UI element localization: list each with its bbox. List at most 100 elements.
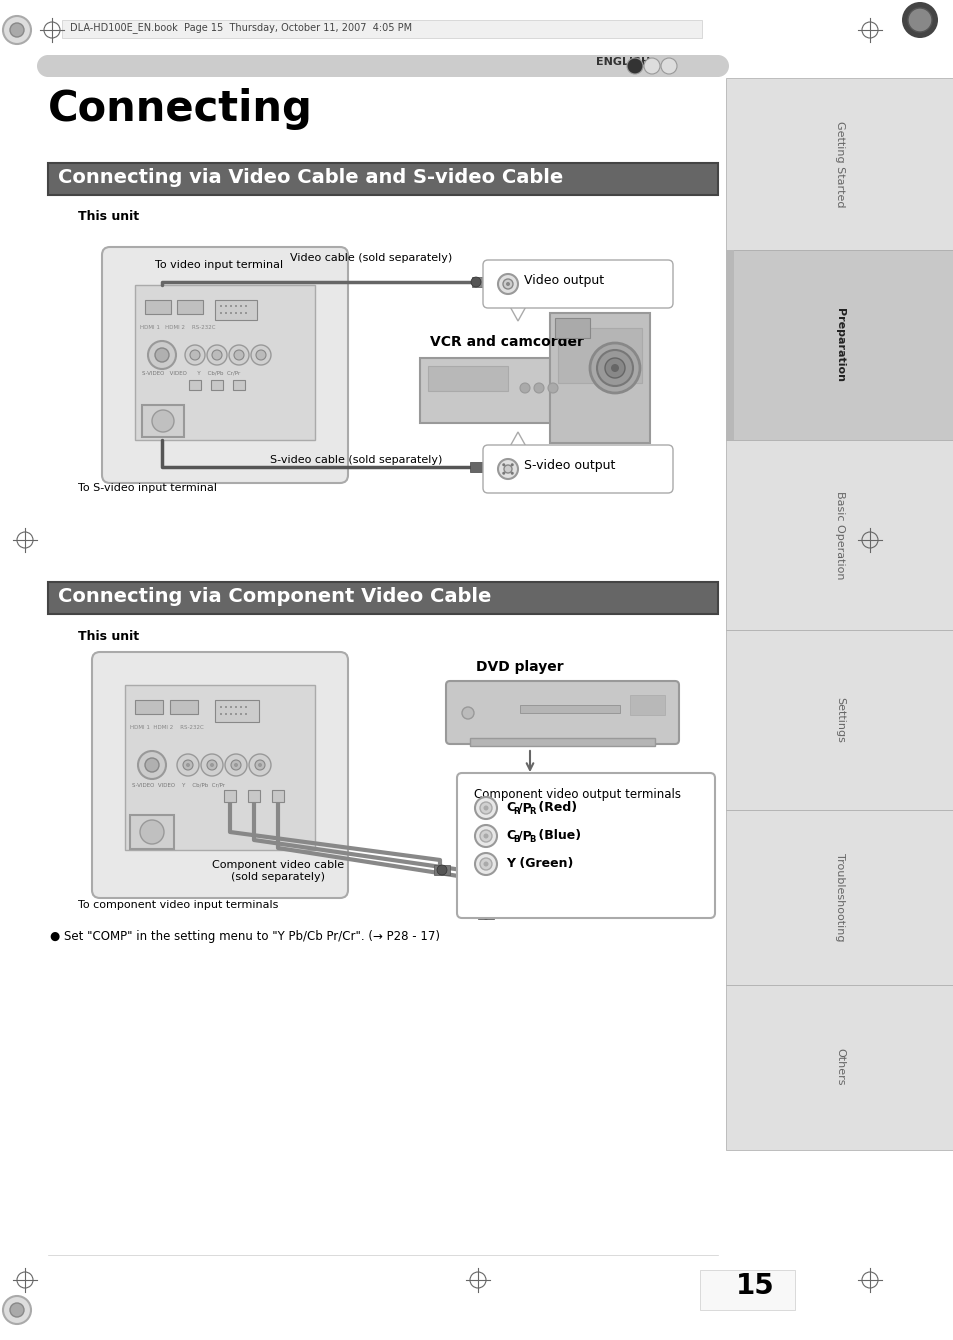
Circle shape	[152, 410, 173, 431]
Bar	[272, 791, 284, 803]
Circle shape	[220, 706, 222, 708]
Bar	[145, 300, 171, 314]
Circle shape	[501, 472, 505, 474]
Text: DVD player: DVD player	[476, 661, 563, 674]
Text: Settings: Settings	[834, 697, 844, 742]
Bar	[725, 440, 953, 630]
Text: B: B	[529, 835, 535, 844]
Circle shape	[231, 760, 241, 770]
Bar	[48, 55, 718, 76]
Circle shape	[230, 713, 232, 716]
Circle shape	[140, 820, 164, 844]
Text: Component video output terminals: Component video output terminals	[474, 788, 680, 801]
Bar	[248, 791, 260, 803]
Bar	[130, 815, 173, 850]
Circle shape	[547, 383, 558, 393]
Text: R: R	[529, 807, 535, 816]
Bar	[211, 381, 223, 390]
Circle shape	[233, 350, 244, 360]
Bar	[477, 909, 494, 919]
Text: C: C	[505, 801, 515, 813]
Text: To video input terminal: To video input terminal	[154, 260, 283, 269]
Circle shape	[479, 858, 492, 870]
Text: To S-video input terminal: To S-video input terminal	[78, 482, 216, 493]
Circle shape	[220, 713, 222, 716]
Circle shape	[505, 281, 510, 285]
Circle shape	[475, 854, 497, 875]
Text: Video output: Video output	[523, 273, 603, 287]
Text: (Red): (Red)	[534, 801, 577, 813]
Text: Getting Started: Getting Started	[834, 121, 844, 208]
Bar	[456, 887, 472, 896]
Circle shape	[483, 862, 488, 867]
Circle shape	[519, 383, 530, 393]
Bar	[470, 462, 483, 472]
Text: S-video output: S-video output	[523, 460, 615, 472]
Circle shape	[436, 866, 447, 875]
Circle shape	[220, 306, 222, 307]
Circle shape	[230, 312, 232, 314]
Circle shape	[230, 706, 232, 708]
Circle shape	[225, 306, 227, 307]
Text: (Blue): (Blue)	[534, 829, 580, 842]
Bar	[135, 699, 163, 714]
Circle shape	[240, 713, 242, 716]
Circle shape	[503, 465, 512, 473]
Text: Connecting via Component Video Cable: Connecting via Component Video Cable	[58, 587, 491, 606]
Text: Video cable (sold separately): Video cable (sold separately)	[290, 253, 452, 263]
Circle shape	[479, 803, 492, 813]
Circle shape	[475, 825, 497, 847]
Circle shape	[225, 713, 227, 716]
Circle shape	[210, 762, 213, 766]
FancyBboxPatch shape	[446, 681, 679, 744]
Bar	[125, 685, 314, 850]
Bar	[48, 163, 718, 196]
Bar	[214, 699, 258, 722]
Bar	[725, 985, 953, 1150]
Text: R: R	[513, 807, 519, 816]
Circle shape	[233, 762, 237, 766]
Text: S-video cable (sold separately): S-video cable (sold separately)	[270, 456, 442, 465]
Circle shape	[510, 472, 514, 474]
Circle shape	[589, 343, 639, 393]
Circle shape	[185, 344, 205, 364]
Circle shape	[706, 55, 728, 76]
Circle shape	[225, 312, 227, 314]
Bar	[419, 358, 595, 423]
Text: Basic Operation: Basic Operation	[834, 490, 844, 579]
Text: VCR and camcorder: VCR and camcorder	[430, 335, 583, 348]
Bar	[189, 381, 201, 390]
Circle shape	[177, 754, 199, 776]
Circle shape	[230, 306, 232, 307]
Bar	[725, 809, 953, 985]
Circle shape	[660, 58, 677, 74]
Text: S-VIDEO   VIDEO      Y    Cb/Pb  Cr/Pr: S-VIDEO VIDEO Y Cb/Pb Cr/Pr	[142, 370, 240, 375]
Bar	[725, 251, 733, 440]
Circle shape	[190, 350, 200, 360]
Circle shape	[597, 350, 633, 386]
Bar	[629, 695, 664, 716]
Text: HDMI 1   HDMI 2    RS-232C: HDMI 1 HDMI 2 RS-232C	[140, 326, 215, 330]
Bar	[233, 381, 245, 390]
Circle shape	[145, 758, 159, 772]
Text: Preparation: Preparation	[834, 308, 844, 382]
Circle shape	[502, 279, 513, 289]
Bar	[725, 78, 953, 251]
Circle shape	[207, 344, 227, 364]
Circle shape	[245, 306, 247, 307]
Circle shape	[255, 350, 266, 360]
Circle shape	[138, 750, 166, 779]
Circle shape	[604, 358, 624, 378]
Bar	[434, 866, 450, 875]
Text: Y (Green): Y (Green)	[505, 858, 573, 870]
Text: ENGLISH: ENGLISH	[596, 58, 650, 67]
Bar	[470, 738, 655, 746]
Circle shape	[907, 8, 931, 32]
Circle shape	[479, 829, 492, 842]
Polygon shape	[507, 431, 527, 450]
Bar	[62, 20, 701, 38]
Circle shape	[10, 23, 24, 38]
Text: B: B	[513, 835, 518, 844]
Polygon shape	[507, 303, 527, 322]
Bar	[224, 791, 235, 803]
